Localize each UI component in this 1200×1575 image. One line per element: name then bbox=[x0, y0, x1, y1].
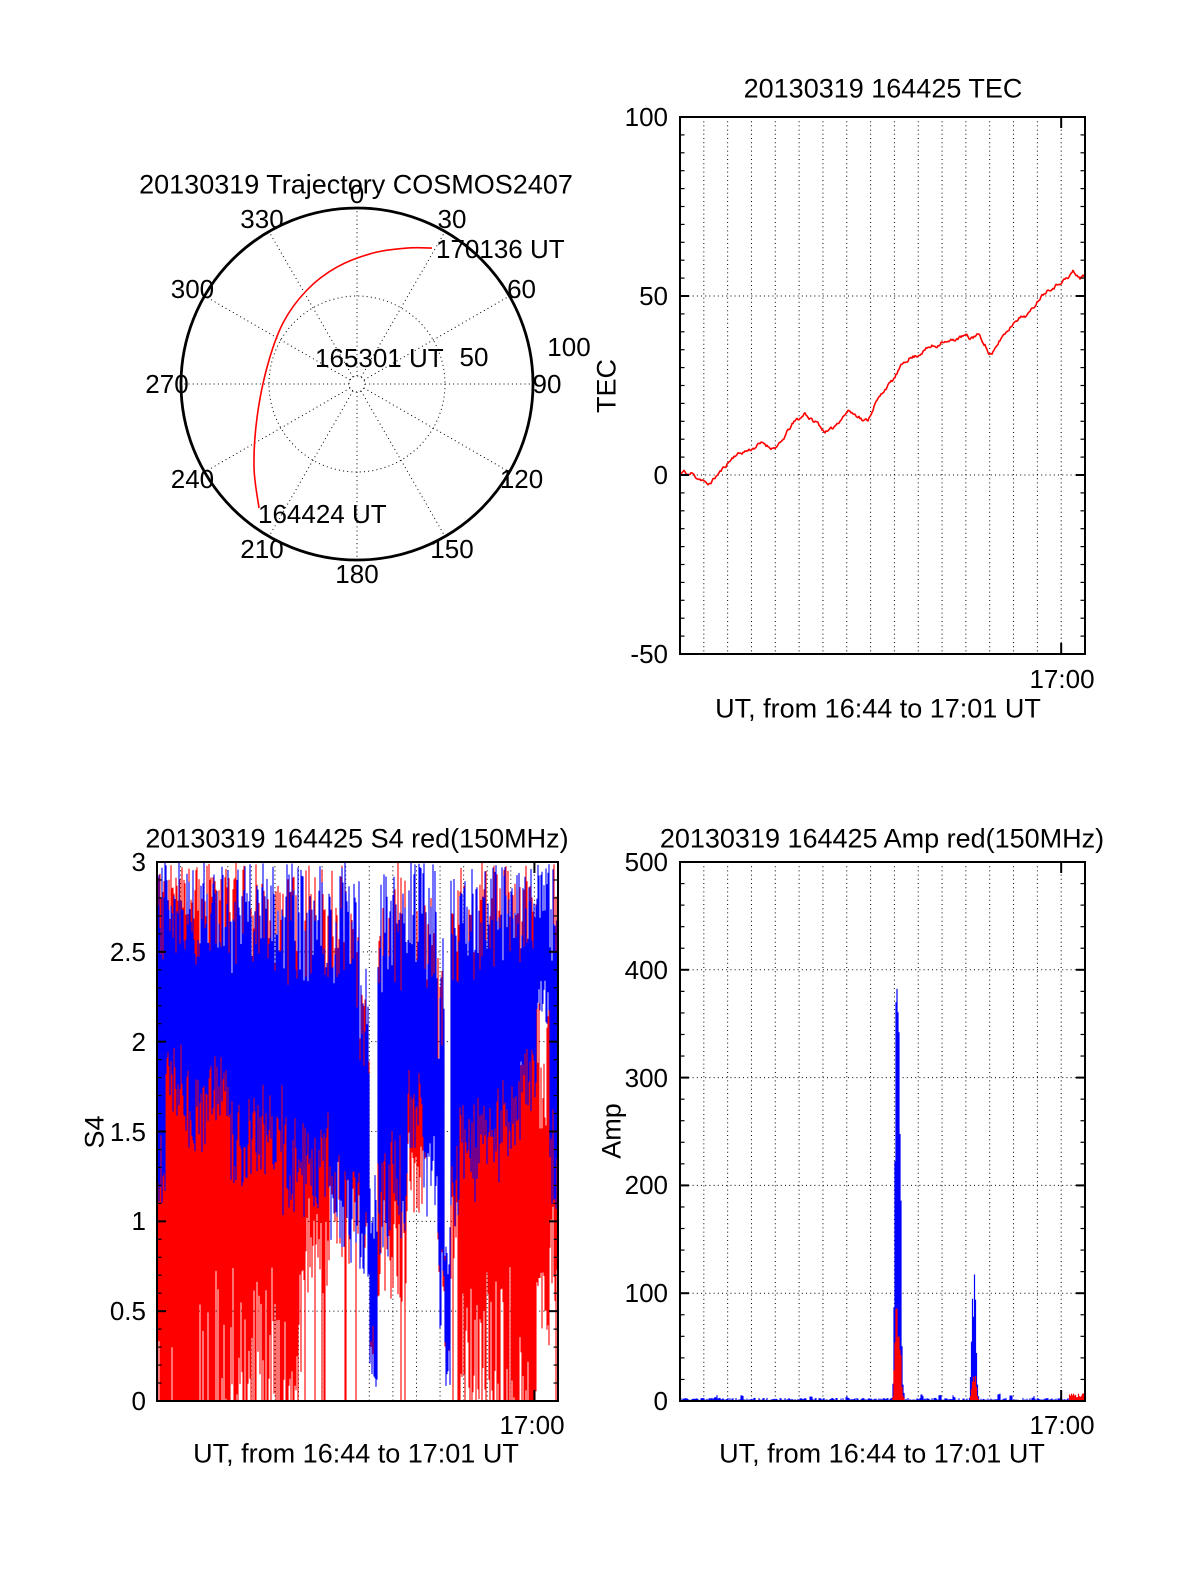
polar-plot-title: 20130319 Trajectory COSMOS2407 bbox=[139, 169, 573, 200]
tec-ytick-label: -50 bbox=[630, 639, 668, 669]
polar-azimuth-label: 240 bbox=[170, 464, 215, 494]
s4-ytick-label: 3 bbox=[131, 847, 146, 877]
polar-azimuth-label: 180 bbox=[335, 559, 379, 589]
amp-spike-blue-2 bbox=[968, 1274, 980, 1401]
polar-azimuth-label: 210 bbox=[240, 533, 284, 564]
polar-azimuth-label: 120 bbox=[499, 464, 544, 494]
amp-ytick-label: 0 bbox=[653, 1386, 668, 1416]
polar-azimuth-label: 60 bbox=[507, 274, 536, 304]
amp-blue-baseline bbox=[680, 1393, 1085, 1401]
s4-y-axis-label: S4 bbox=[79, 1115, 110, 1149]
amp-ytick-label: 100 bbox=[624, 1278, 668, 1309]
s4-ytick-label: 0.5 bbox=[109, 1296, 146, 1327]
amp-ytick-label: 300 bbox=[624, 1062, 668, 1093]
amp-xtick-label: 17:00 bbox=[1029, 1410, 1095, 1440]
s4-ytick-label: 1 bbox=[131, 1206, 146, 1237]
amp-end-bump-red bbox=[1068, 1393, 1085, 1401]
amp-y-axis-label: Amp bbox=[596, 1103, 627, 1159]
amp-x-axis-label: UT, from 16:44 to 17:01 UT bbox=[719, 1438, 1045, 1469]
amp-plot-title: 20130319 164425 Amp red(150MHz) bbox=[659, 823, 1105, 854]
polar-azimuth-label: 0 bbox=[349, 179, 365, 209]
s4-x-axis-label: UT, from 16:44 to 17:01 UT bbox=[193, 1438, 519, 1469]
s4-ytick-label: 2 bbox=[131, 1026, 146, 1057]
tec-plot-title: 20130319 164425 TEC bbox=[743, 73, 1023, 104]
polar-azimuth-label: 300 bbox=[170, 274, 215, 304]
trajectory-annotation-start: 164424 UT bbox=[258, 499, 387, 529]
amp-spike-blue-1 bbox=[891, 988, 905, 1401]
polar-azimuth-label: 330 bbox=[240, 204, 284, 235]
amp-ytick-label: 500 bbox=[624, 847, 668, 877]
s4-ytick-label: 1.5 bbox=[109, 1116, 146, 1147]
amp-ytick-label: 400 bbox=[624, 954, 668, 985]
amp-ytick-label: 200 bbox=[624, 1170, 668, 1201]
trajectory-annotation-middle: 165301 UT bbox=[315, 343, 444, 373]
polar-radial-label-100: 100 bbox=[547, 332, 591, 362]
s4-xtick-label: 17:00 bbox=[499, 1410, 565, 1440]
s4-plot-title: 20130319 164425 S4 red(150MHz) bbox=[145, 823, 569, 854]
tec-xtick-label: 17:00 bbox=[1029, 664, 1095, 694]
tec-curve bbox=[679, 269, 1086, 486]
trajectory-path bbox=[253, 246, 433, 509]
polar-azimuth-label: 90 bbox=[532, 369, 562, 399]
polar-azimuth-label: 150 bbox=[430, 533, 474, 564]
tec-ytick-label: 0 bbox=[653, 460, 668, 490]
trajectory-annotation-end: 170136 UT bbox=[436, 234, 565, 264]
tec-x-axis-label: UT, from 16:44 to 17:01 UT bbox=[715, 693, 1041, 724]
s4-ytick-label: 2.5 bbox=[109, 936, 146, 967]
s4-ytick-label: 0 bbox=[131, 1386, 146, 1416]
polar-azimuth-label: 270 bbox=[145, 369, 189, 399]
tec-ytick-label: 100 bbox=[624, 102, 668, 132]
polar-radial-label-50: 50 bbox=[459, 342, 489, 372]
polar-azimuth-label: 30 bbox=[437, 204, 467, 235]
tec-y-axis-label: TEC bbox=[591, 359, 622, 413]
tec-ytick-label: 50 bbox=[639, 281, 668, 311]
